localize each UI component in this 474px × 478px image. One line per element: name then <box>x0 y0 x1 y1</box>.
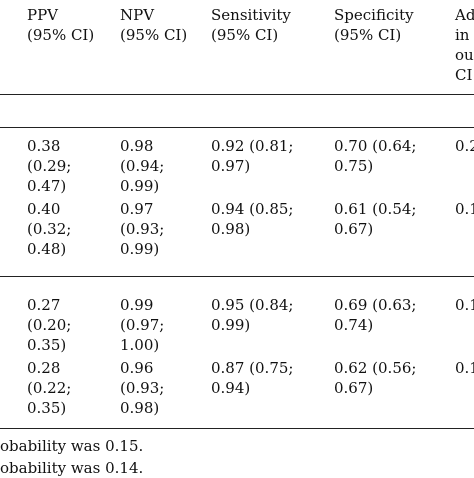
table-cell: 0.87 (0.75; 0.94) <box>211 359 294 397</box>
table-cell: 0.95 (0.84; 0.99) <box>211 296 294 334</box>
table-cell: 0.40 (0.32; 0.48) <box>27 200 72 258</box>
column-header-ppv: PPV (95% CI) <box>27 6 95 44</box>
table-rule <box>0 276 474 277</box>
table-cell: 0.62 (0.56; 0.67) <box>334 359 417 397</box>
table-rule <box>0 428 474 429</box>
table-cell: 0.98 (0.94; 0.99) <box>120 137 165 195</box>
footnote: obability was 0.15. <box>0 437 144 455</box>
table-cell: 0.69 (0.63; 0.74) <box>334 296 417 334</box>
table-cell: 0.27 (0.20; 0.35) <box>27 296 72 354</box>
column-header-sensitivity: Sensitivity (95% CI) <box>211 6 291 44</box>
column-header-npv: NPV (95% CI) <box>120 6 188 44</box>
table-cell: 0.96 (0.93; 0.98) <box>120 359 165 417</box>
table-cell: 0.38 (0.29; 0.47) <box>27 137 72 195</box>
table-cell: 0.70 (0.64; 0.75) <box>334 137 417 175</box>
table-cell: 0.28 (0.22; 0.35) <box>27 359 72 417</box>
table-cell: 0.94 (0.85; 0.98) <box>211 200 294 238</box>
column-header-adjusted: Ad in ou CI <box>455 6 474 84</box>
table-rule <box>0 94 474 95</box>
table-cell: 0.61 (0.54; 0.67) <box>334 200 417 238</box>
column-header-specificity: Specificity (95% CI) <box>334 6 414 44</box>
footnote: obability was 0.14. <box>0 459 144 477</box>
table-cell: 0.2 <box>455 137 474 155</box>
table-cell: 0.99 (0.97; 1.00) <box>120 296 165 354</box>
table-cell: 0.1 <box>455 359 474 377</box>
table-cell: 0.92 (0.81; 0.97) <box>211 137 294 175</box>
table-rule <box>0 127 474 128</box>
table-cell: 0.97 (0.93; 0.99) <box>120 200 165 258</box>
table-cell: 0.1 <box>455 296 474 314</box>
table-cell: 0.1 <box>455 200 474 218</box>
